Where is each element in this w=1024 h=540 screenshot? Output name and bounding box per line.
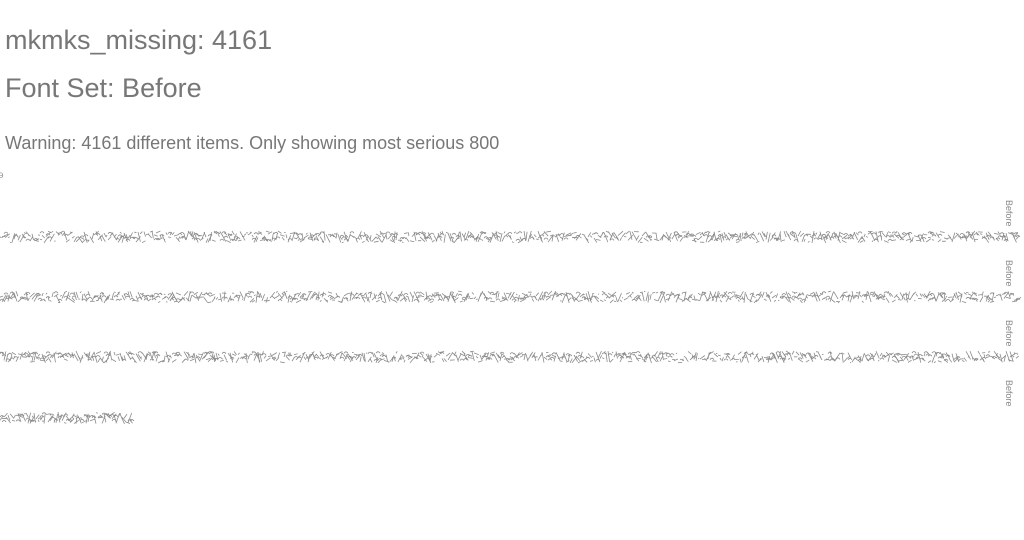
glyph-scribble-path bbox=[0, 230, 1021, 244]
glyph-strip-1 bbox=[0, 227, 1024, 247]
font-set-heading: Font Set: Before bbox=[5, 73, 202, 103]
glyph-scribble-path bbox=[0, 350, 1019, 364]
glyph-strip-3 bbox=[0, 347, 1024, 367]
row-label-4: Before bbox=[1004, 380, 1014, 407]
glyph-scribble-path bbox=[0, 411, 135, 425]
row-label-2: Before bbox=[1004, 260, 1014, 287]
stray-glyph-mark: ə bbox=[0, 170, 4, 181]
glyph-strip-2 bbox=[0, 287, 1024, 307]
glyph-scribble-path bbox=[0, 290, 1022, 304]
row-label-3: Before bbox=[1004, 320, 1014, 347]
page-title: mkmks_missing: 4161 bbox=[5, 25, 273, 55]
glyph-strip-4 bbox=[0, 408, 1024, 428]
warning-message: Warning: 4161 different items. Only show… bbox=[5, 133, 500, 153]
row-label-1: Before bbox=[1004, 200, 1014, 227]
